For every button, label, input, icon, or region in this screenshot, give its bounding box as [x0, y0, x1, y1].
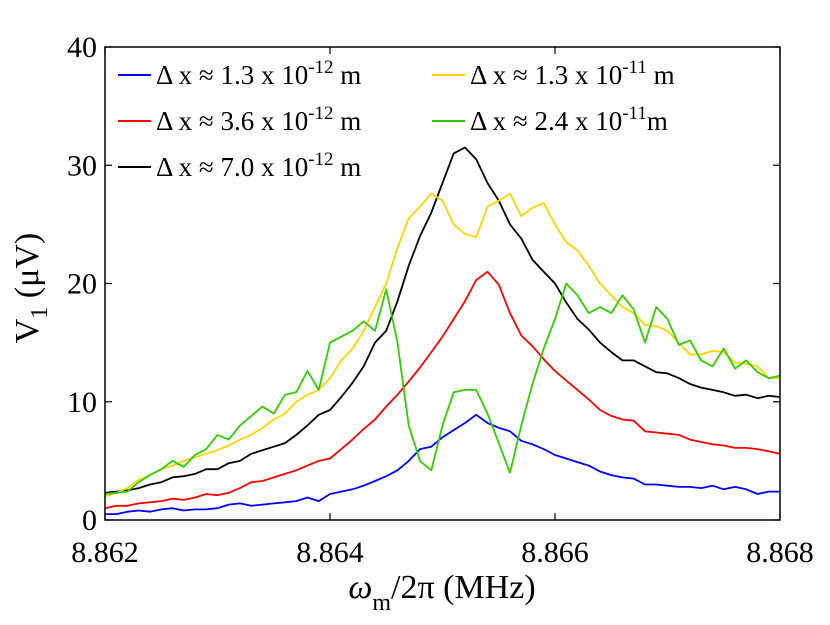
y-axis-label-rest: (μV): [9, 233, 46, 307]
legend-label-red: Δ x ≈ 3.6 x 10-12 m: [156, 103, 361, 136]
y-tick-label: 30: [67, 149, 97, 182]
legend-label-blue: Δ x ≈ 1.3 x 10-12 m: [156, 57, 361, 90]
x-axis-label: ωm/2π (MHz): [348, 569, 535, 616]
series-line-blue: [105, 413, 780, 515]
legend: Δ x ≈ 1.3 x 10-12 m Δ x ≈ 3.6 x 10-12 m Δ …: [118, 57, 675, 182]
y-tick-label: 0: [82, 504, 97, 537]
y-axis-label-sub: 1: [27, 307, 53, 319]
series-line-yellow: [104, 192, 780, 498]
x-axis-label-sub: m: [372, 590, 391, 616]
series-layer: [104, 146, 781, 515]
legend-label-green: Δ x ≈ 2.4 x 10-11m: [470, 103, 668, 136]
x-tick-label: 8.866: [521, 536, 589, 569]
y-axis-label: V1 (μV): [9, 233, 53, 344]
x-axis-label-rest: /2π (MHz): [391, 569, 536, 606]
y-tick-label: 40: [67, 31, 97, 64]
x-tick-label: 8.862: [71, 536, 139, 569]
legend-label-yellow: Δ x ≈ 1.3 x 10-11 m: [470, 57, 675, 90]
series-line-green: [104, 282, 781, 495]
series-line-black: [104, 146, 781, 494]
x-tick-label: 8.864: [296, 536, 364, 569]
series-line-red: [104, 270, 781, 510]
y-axis-label-main: V: [9, 318, 46, 343]
y-tick-label: 10: [67, 386, 97, 419]
legend-label-black: Δ x ≈ 7.0 x 10-12 m: [156, 149, 361, 182]
x-tick-label: 8.868: [746, 536, 814, 569]
ticks-layer: 8.862 8.864 8.866 8.868 0 10 20 30 40: [67, 31, 814, 569]
y-tick-label: 20: [67, 268, 97, 301]
x-axis-label-main: ω: [348, 569, 372, 606]
